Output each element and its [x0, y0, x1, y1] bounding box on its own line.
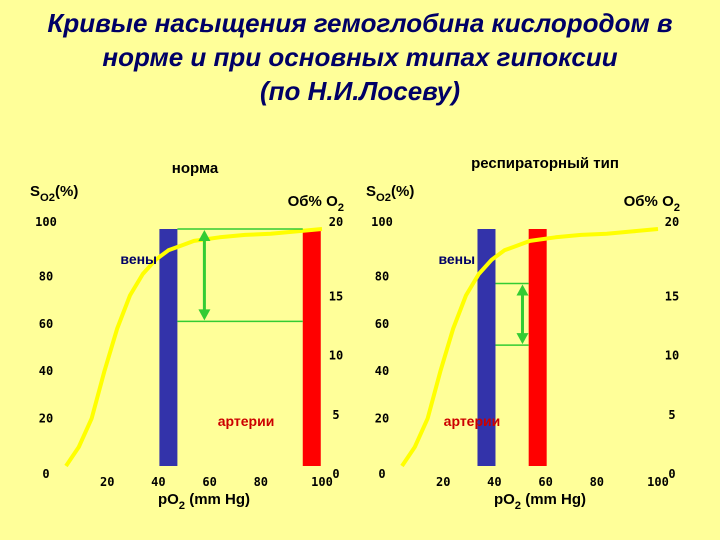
y-tick-right: 5 [668, 408, 675, 422]
x-tick: 60 [202, 475, 216, 489]
x-tick: 40 [151, 475, 165, 489]
y-tick-right: 5 [332, 408, 339, 422]
y-tick-left: 80 [39, 269, 53, 283]
chart-title: респираторный тип [471, 155, 619, 172]
veins-label: вены [438, 251, 475, 267]
y-axis-left-label: SO2(%) [30, 183, 78, 204]
slide-title: Кривые насыщения гемоглобина кислородом … [0, 6, 720, 108]
y-tick-left: 80 [375, 269, 389, 283]
x-tick: 100 [311, 475, 333, 489]
arteries-label: артерии [444, 413, 501, 429]
x-tick: 80 [590, 475, 604, 489]
y-tick-right: 15 [665, 289, 679, 303]
vein-bar [477, 229, 496, 466]
arrow-head-top [198, 230, 211, 241]
saturation-curve [400, 227, 659, 468]
y-tick-right: 15 [329, 289, 343, 303]
x-tick: 20 [436, 475, 450, 489]
y-tick-right: 20 [665, 215, 679, 229]
x-axis-label: pO2 (mm Hg) [158, 491, 250, 512]
y-tick-left: 100 [371, 215, 393, 229]
x-tick: 100 [647, 475, 669, 489]
chart-respiratory: респираторный тип SO2(%) Об% О2 вены артерии… [366, 155, 680, 512]
y-tick-left: 20 [39, 412, 53, 426]
y-tick-right: 0 [668, 467, 675, 481]
y-axis-right-label: Об% О2 [624, 193, 680, 214]
y-tick-left: 40 [39, 364, 53, 378]
y-tick-right: 10 [665, 349, 679, 363]
x-tick: 80 [254, 475, 268, 489]
vein-bar [159, 229, 178, 466]
title-line-1: Кривые насыщения гемоглобина кислородом … [47, 8, 673, 38]
y-axis-left-label: SO2(%) [366, 183, 414, 204]
artery-bar [302, 229, 321, 466]
arrow-head-bottom [198, 309, 211, 321]
y-tick-right: 10 [329, 349, 343, 363]
y-tick-left: 60 [375, 317, 389, 331]
x-tick: 40 [487, 475, 501, 489]
x-axis-label: pO2 (mm Hg) [494, 491, 586, 512]
y-tick-left: 0 [378, 467, 385, 481]
x-tick: 20 [100, 475, 114, 489]
arrow-head-top [516, 284, 529, 296]
y-tick-left: 0 [42, 467, 49, 481]
saturation-curve [64, 227, 323, 468]
y-tick-left: 100 [35, 215, 57, 229]
y-tick-left: 20 [375, 412, 389, 426]
chart-title: норма [172, 160, 219, 177]
y-tick-right: 0 [332, 467, 339, 481]
title-line-3: (по Н.И.Лосеву) [259, 76, 461, 106]
title-line-2: норме и при основных типах гипоксии [102, 42, 618, 72]
y-tick-right: 20 [329, 215, 343, 229]
y-axis-right-label: Об% О2 [288, 193, 344, 214]
arrow-head-bottom [516, 333, 529, 345]
y-tick-left: 40 [375, 364, 389, 378]
veins-label: вены [120, 251, 157, 267]
y-tick-left: 60 [39, 317, 53, 331]
arteries-label: артерии [218, 413, 275, 429]
artery-bar [528, 229, 547, 466]
x-tick: 60 [538, 475, 552, 489]
